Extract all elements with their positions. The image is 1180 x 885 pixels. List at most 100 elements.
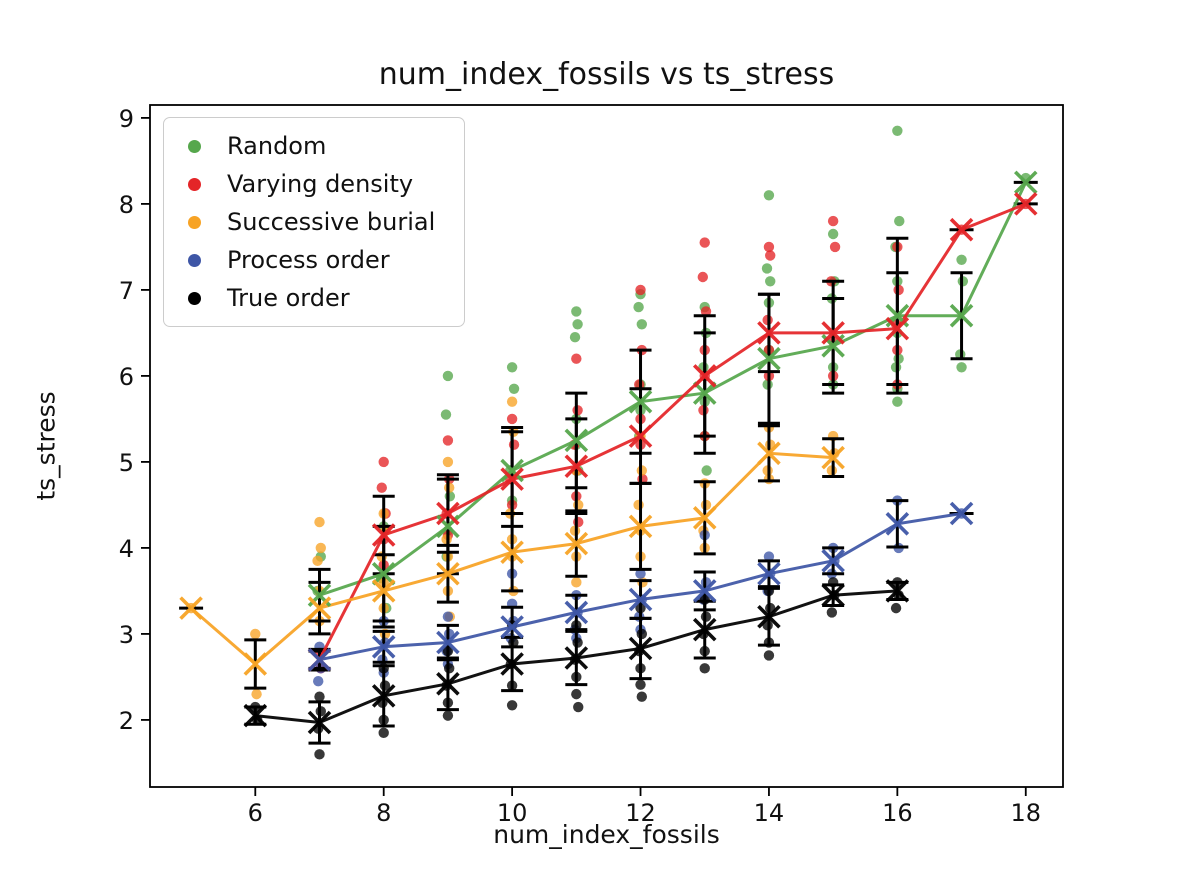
- scatter-point: [572, 319, 583, 330]
- scatter-point: [827, 228, 839, 240]
- x-marker: [628, 389, 653, 414]
- scatter-point: [890, 602, 902, 614]
- series-line-random: [319, 181, 1028, 597]
- scatter-point: [573, 499, 584, 511]
- y-tick-label: 2: [119, 707, 134, 735]
- x-marker: [692, 579, 717, 603]
- scatter-point: [827, 215, 839, 227]
- scatter-point: [314, 691, 325, 702]
- legend: Random Varying density Successive burial…: [163, 117, 465, 327]
- y-tick-label: 7: [119, 277, 134, 305]
- scatter-point: [250, 628, 261, 640]
- scatter-point: [571, 306, 582, 317]
- y-tick-label: 4: [119, 535, 134, 563]
- series-mean-markers-true-order: [243, 579, 910, 735]
- y-tick-label: 3: [119, 621, 134, 649]
- x-marker: [692, 364, 717, 388]
- x-marker: [692, 381, 717, 405]
- scatter-point: [506, 700, 518, 711]
- legend-label: Successive burial: [227, 208, 436, 236]
- scatter-point: [700, 306, 712, 317]
- x-tick-label: 14: [754, 799, 785, 827]
- scatter-point: [442, 435, 454, 446]
- scatter-point: [442, 710, 454, 721]
- x-marker: [436, 672, 460, 696]
- scatter-point: [312, 555, 323, 567]
- series-mean-markers-random: [307, 170, 1038, 607]
- y-tick-label: 5: [119, 449, 134, 477]
- scatter-point: [763, 190, 775, 201]
- legend-label: Varying density: [227, 170, 414, 198]
- scatter-point: [636, 691, 648, 702]
- y-axis-label: ts_stress: [31, 391, 61, 501]
- true-order-marker-icon: [188, 291, 201, 305]
- scatter-point: [699, 237, 710, 248]
- scatter-point: [826, 607, 838, 618]
- scatter-point: [508, 383, 520, 395]
- scatter-point: [892, 396, 903, 407]
- scatter-point: [763, 551, 775, 562]
- x-marker: [243, 652, 268, 676]
- x-marker: [821, 583, 845, 607]
- varying-density-marker-icon: [188, 177, 201, 191]
- scatter-point: [635, 568, 646, 579]
- x-marker: [628, 514, 653, 539]
- x-marker: [821, 445, 845, 470]
- x-tick-label: 8: [376, 799, 391, 827]
- scatter-point: [765, 250, 776, 261]
- scatter-point: [571, 577, 582, 588]
- series-mean-markers-process-order: [307, 501, 974, 672]
- scatter-point: [894, 215, 905, 227]
- x-marker: [564, 428, 589, 453]
- legend-item-true-order: True order: [164, 279, 464, 317]
- scatter-point: [442, 456, 454, 468]
- scatter-point: [315, 542, 326, 554]
- scatter-point: [635, 284, 646, 296]
- x-marker: [371, 579, 396, 603]
- y-axis: 2 3 4 5 6 7 8 9: [119, 105, 150, 735]
- random-marker-icon: [188, 139, 201, 153]
- legend-label: Process order: [227, 246, 390, 274]
- x-marker: [179, 596, 203, 620]
- scatter-point: [378, 456, 389, 468]
- scatter-point: [314, 516, 325, 528]
- scatter-point: [569, 332, 581, 343]
- x-axis: 6 8 10 12 14 16 18: [248, 787, 1041, 827]
- x-marker: [692, 506, 717, 530]
- x-marker: [885, 579, 910, 603]
- scatter-point: [440, 409, 452, 420]
- x-tick-label: 6: [248, 799, 263, 827]
- x-marker: [821, 321, 845, 345]
- x-axis-label: num_index_fossils: [493, 820, 720, 849]
- y-tick-label: 6: [119, 363, 134, 391]
- legend-label: True order: [227, 284, 350, 312]
- scatter-point: [956, 362, 967, 373]
- scatter-point: [701, 465, 712, 476]
- scatter-point: [636, 319, 648, 330]
- x-marker: [500, 467, 524, 491]
- x-marker: [885, 512, 910, 536]
- plot-border: [149, 104, 1064, 788]
- x-tick-label: 16: [882, 799, 913, 827]
- scatter-point: [376, 551, 387, 562]
- series-mean-markers-successive-burial: [179, 441, 845, 676]
- x-marker: [564, 646, 589, 670]
- x-marker: [436, 561, 460, 586]
- x-tick-label: 18: [1010, 799, 1041, 827]
- scatter-point: [571, 688, 582, 700]
- legend-item-varying-density: Varying density: [164, 165, 464, 203]
- x-marker: [628, 636, 653, 661]
- x-marker: [757, 346, 781, 371]
- scatter-point: [506, 362, 518, 373]
- scatter-point: [763, 241, 775, 253]
- scatter-point: [506, 413, 518, 425]
- scatter-point: [314, 749, 325, 760]
- x-marker: [307, 647, 332, 672]
- x-marker: [564, 454, 589, 478]
- y-tick-label: 9: [119, 105, 134, 133]
- x-marker: [371, 635, 396, 659]
- x-marker: [500, 615, 524, 639]
- x-marker: [1013, 192, 1038, 216]
- x-marker: [692, 617, 717, 642]
